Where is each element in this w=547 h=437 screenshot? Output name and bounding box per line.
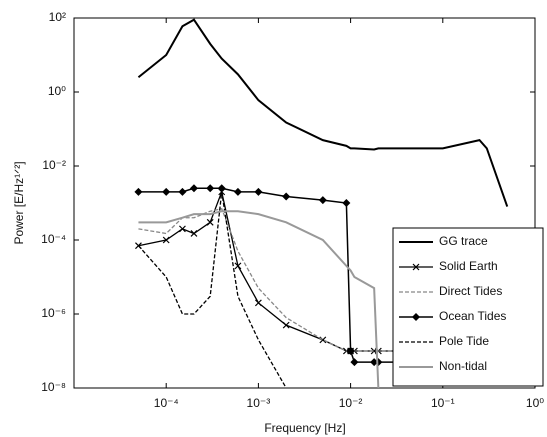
y-tick-label: 10⁻² [42, 158, 66, 172]
x-tick-label: 10⁻⁴ [154, 396, 179, 410]
plot-frame [73, 17, 536, 389]
legend-marker [412, 263, 420, 271]
marker [282, 192, 291, 201]
marker [342, 199, 351, 207]
y-tick-label: 10⁻⁴ [41, 232, 66, 246]
marker [350, 358, 359, 367]
marker [206, 218, 214, 226]
marker [134, 187, 143, 196]
series-line [137, 18, 509, 207]
legend: GG trace Solid Earth Direct Tides Ocean Tid… [392, 227, 544, 387]
marker [217, 184, 226, 193]
x-tick-label: 10⁻² [339, 396, 363, 410]
y-tick-label: 10² [49, 10, 66, 24]
marker [190, 230, 198, 237]
marker [234, 262, 242, 270]
x-tick-label: 10⁰ [526, 396, 544, 410]
marker [162, 187, 171, 196]
marker [178, 187, 187, 196]
marker [254, 187, 263, 196]
marker [318, 196, 327, 205]
x-tick-label: 10⁻¹ [431, 396, 455, 410]
series-line [138, 210, 380, 389]
series-line [137, 191, 287, 389]
legend-box [392, 227, 544, 387]
marker [206, 184, 215, 193]
legend-label: Pole Tide [439, 334, 489, 348]
legend-label: Ocean Tides [439, 309, 506, 323]
legend-label: GG trace [439, 234, 488, 248]
y-tick-label: 10⁻⁸ [41, 380, 66, 394]
marker [179, 225, 186, 233]
y-tick-label: 10⁻⁶ [41, 306, 66, 320]
x-tick-label: 10⁻³ [247, 396, 271, 410]
legend-label: Direct Tides [439, 284, 502, 298]
marker [254, 299, 262, 307]
marker [233, 187, 242, 196]
marker [282, 321, 290, 329]
y-axis-label: Power [E/Hz¹ᐟ²] [12, 161, 26, 244]
marker [370, 358, 379, 367]
marker [346, 347, 355, 355]
marker [319, 336, 327, 344]
y-tick-label: 10⁰ [48, 84, 66, 98]
legend-marker [412, 313, 420, 321]
legend-label: Non-tidal [439, 359, 487, 373]
marker [189, 184, 198, 193]
x-axis-label: Frequency [Hz] [264, 421, 345, 435]
marker [162, 236, 170, 244]
legend-label: Solid Earth [439, 259, 498, 273]
